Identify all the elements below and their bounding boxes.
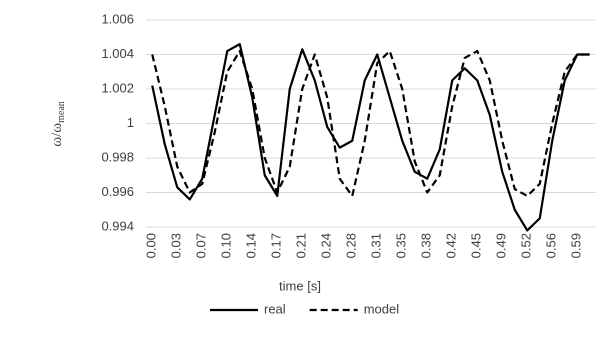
y-tick-label: 0.996 — [101, 184, 134, 199]
series-line — [151, 49, 590, 198]
x-tick-label: 0.38 — [419, 233, 434, 258]
x-tick-label: 0.03 — [169, 233, 184, 258]
x-tick-label: 0.56 — [544, 233, 559, 258]
x-tick-label: 0.59 — [569, 233, 584, 258]
x-tick-label: 0.21 — [294, 233, 309, 258]
x-tick-label: 0.28 — [344, 233, 359, 258]
y-tick-label: 0.994 — [101, 218, 134, 233]
x-tick-label: 0.42 — [444, 233, 459, 258]
y-tick-label: 1.006 — [101, 11, 134, 26]
x-tick-label: 0.31 — [369, 233, 384, 258]
x-tick-label: 0.10 — [219, 233, 234, 258]
x-tick-label: 0.49 — [494, 233, 509, 258]
y-axis-label-sub: mean — [56, 101, 67, 123]
x-tick-label: 0.14 — [244, 233, 259, 258]
y-tick-label: 1.004 — [101, 46, 134, 61]
x-tick-label: 0.35 — [394, 233, 409, 258]
y-tick-label: 0.998 — [101, 149, 134, 164]
x-tick-label: 0.52 — [519, 233, 534, 258]
x-tick-label: 0.24 — [319, 233, 334, 258]
x-axis-label: time [s] — [279, 278, 321, 293]
legend-label: real — [264, 301, 286, 316]
x-tick-label: 0.00 — [144, 233, 159, 258]
legend-label: model — [364, 301, 400, 316]
y-tick-label: 1.002 — [101, 80, 134, 95]
y-axis-label: ω/ωmean — [49, 101, 67, 147]
y-tick-label: 1 — [127, 115, 134, 130]
x-tick-label: 0.45 — [469, 233, 484, 258]
x-tick-label: 0.17 — [269, 233, 284, 258]
y-axis-label-main: ω/ω — [49, 123, 65, 147]
series-line — [151, 43, 590, 232]
x-tick-label: 0.07 — [194, 233, 209, 258]
